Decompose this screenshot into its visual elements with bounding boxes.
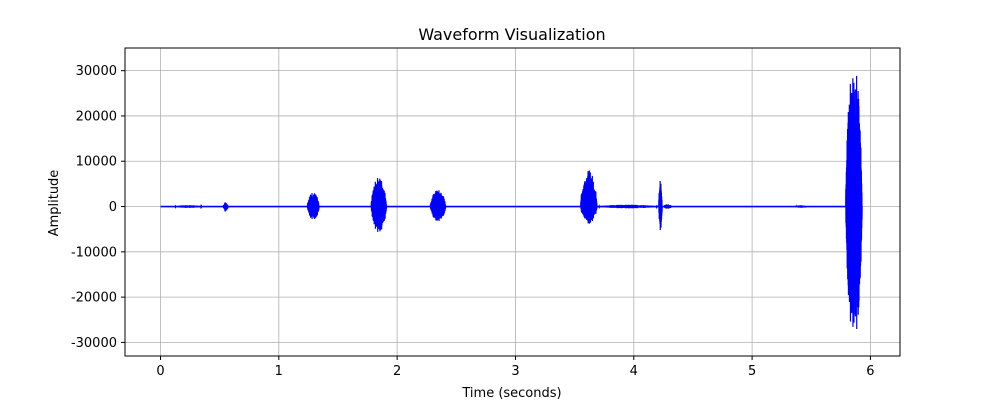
x-tick-label: 6 xyxy=(866,364,874,379)
x-tick-label: 2 xyxy=(393,364,401,379)
y-tick-label: 10000 xyxy=(76,155,117,170)
y-axis: -30000 -20000 -10000 0 10000 20000 30000 xyxy=(71,64,125,351)
x-tick-label: 4 xyxy=(630,364,638,379)
waveform-burst xyxy=(845,75,863,329)
waveform-burst xyxy=(429,190,447,222)
waveform-burst xyxy=(658,180,663,230)
x-tick-label: 5 xyxy=(748,364,756,379)
waveform-burst xyxy=(222,202,229,212)
y-tick-label: 30000 xyxy=(76,64,117,79)
x-tick-label: 0 xyxy=(156,364,164,379)
waveform-burst xyxy=(306,193,320,220)
y-tick-label: -30000 xyxy=(71,336,117,351)
y-tick-label: 20000 xyxy=(76,109,117,124)
waveform-burst xyxy=(370,178,388,232)
plot-area xyxy=(125,48,900,356)
x-tick-label: 3 xyxy=(511,364,519,379)
x-axis-label: Time (seconds) xyxy=(461,386,561,400)
waveform-burst xyxy=(795,204,806,209)
waveform-burst xyxy=(174,203,203,210)
y-axis-label: Amplitude xyxy=(47,170,62,237)
waveform-burst xyxy=(662,204,673,209)
chart-title: Waveform Visualization xyxy=(418,25,605,44)
waveform-burst xyxy=(598,204,658,210)
plot-frame xyxy=(124,47,901,357)
y-tick-label: -10000 xyxy=(71,245,117,260)
x-axis: 0 1 2 3 4 5 6 xyxy=(156,356,875,379)
waveform-series xyxy=(160,75,863,329)
y-tick-label: 0 xyxy=(109,200,117,215)
x-tick-label: 1 xyxy=(275,364,283,379)
y-tick-label: -20000 xyxy=(71,291,117,306)
waveform-burst xyxy=(580,170,598,224)
